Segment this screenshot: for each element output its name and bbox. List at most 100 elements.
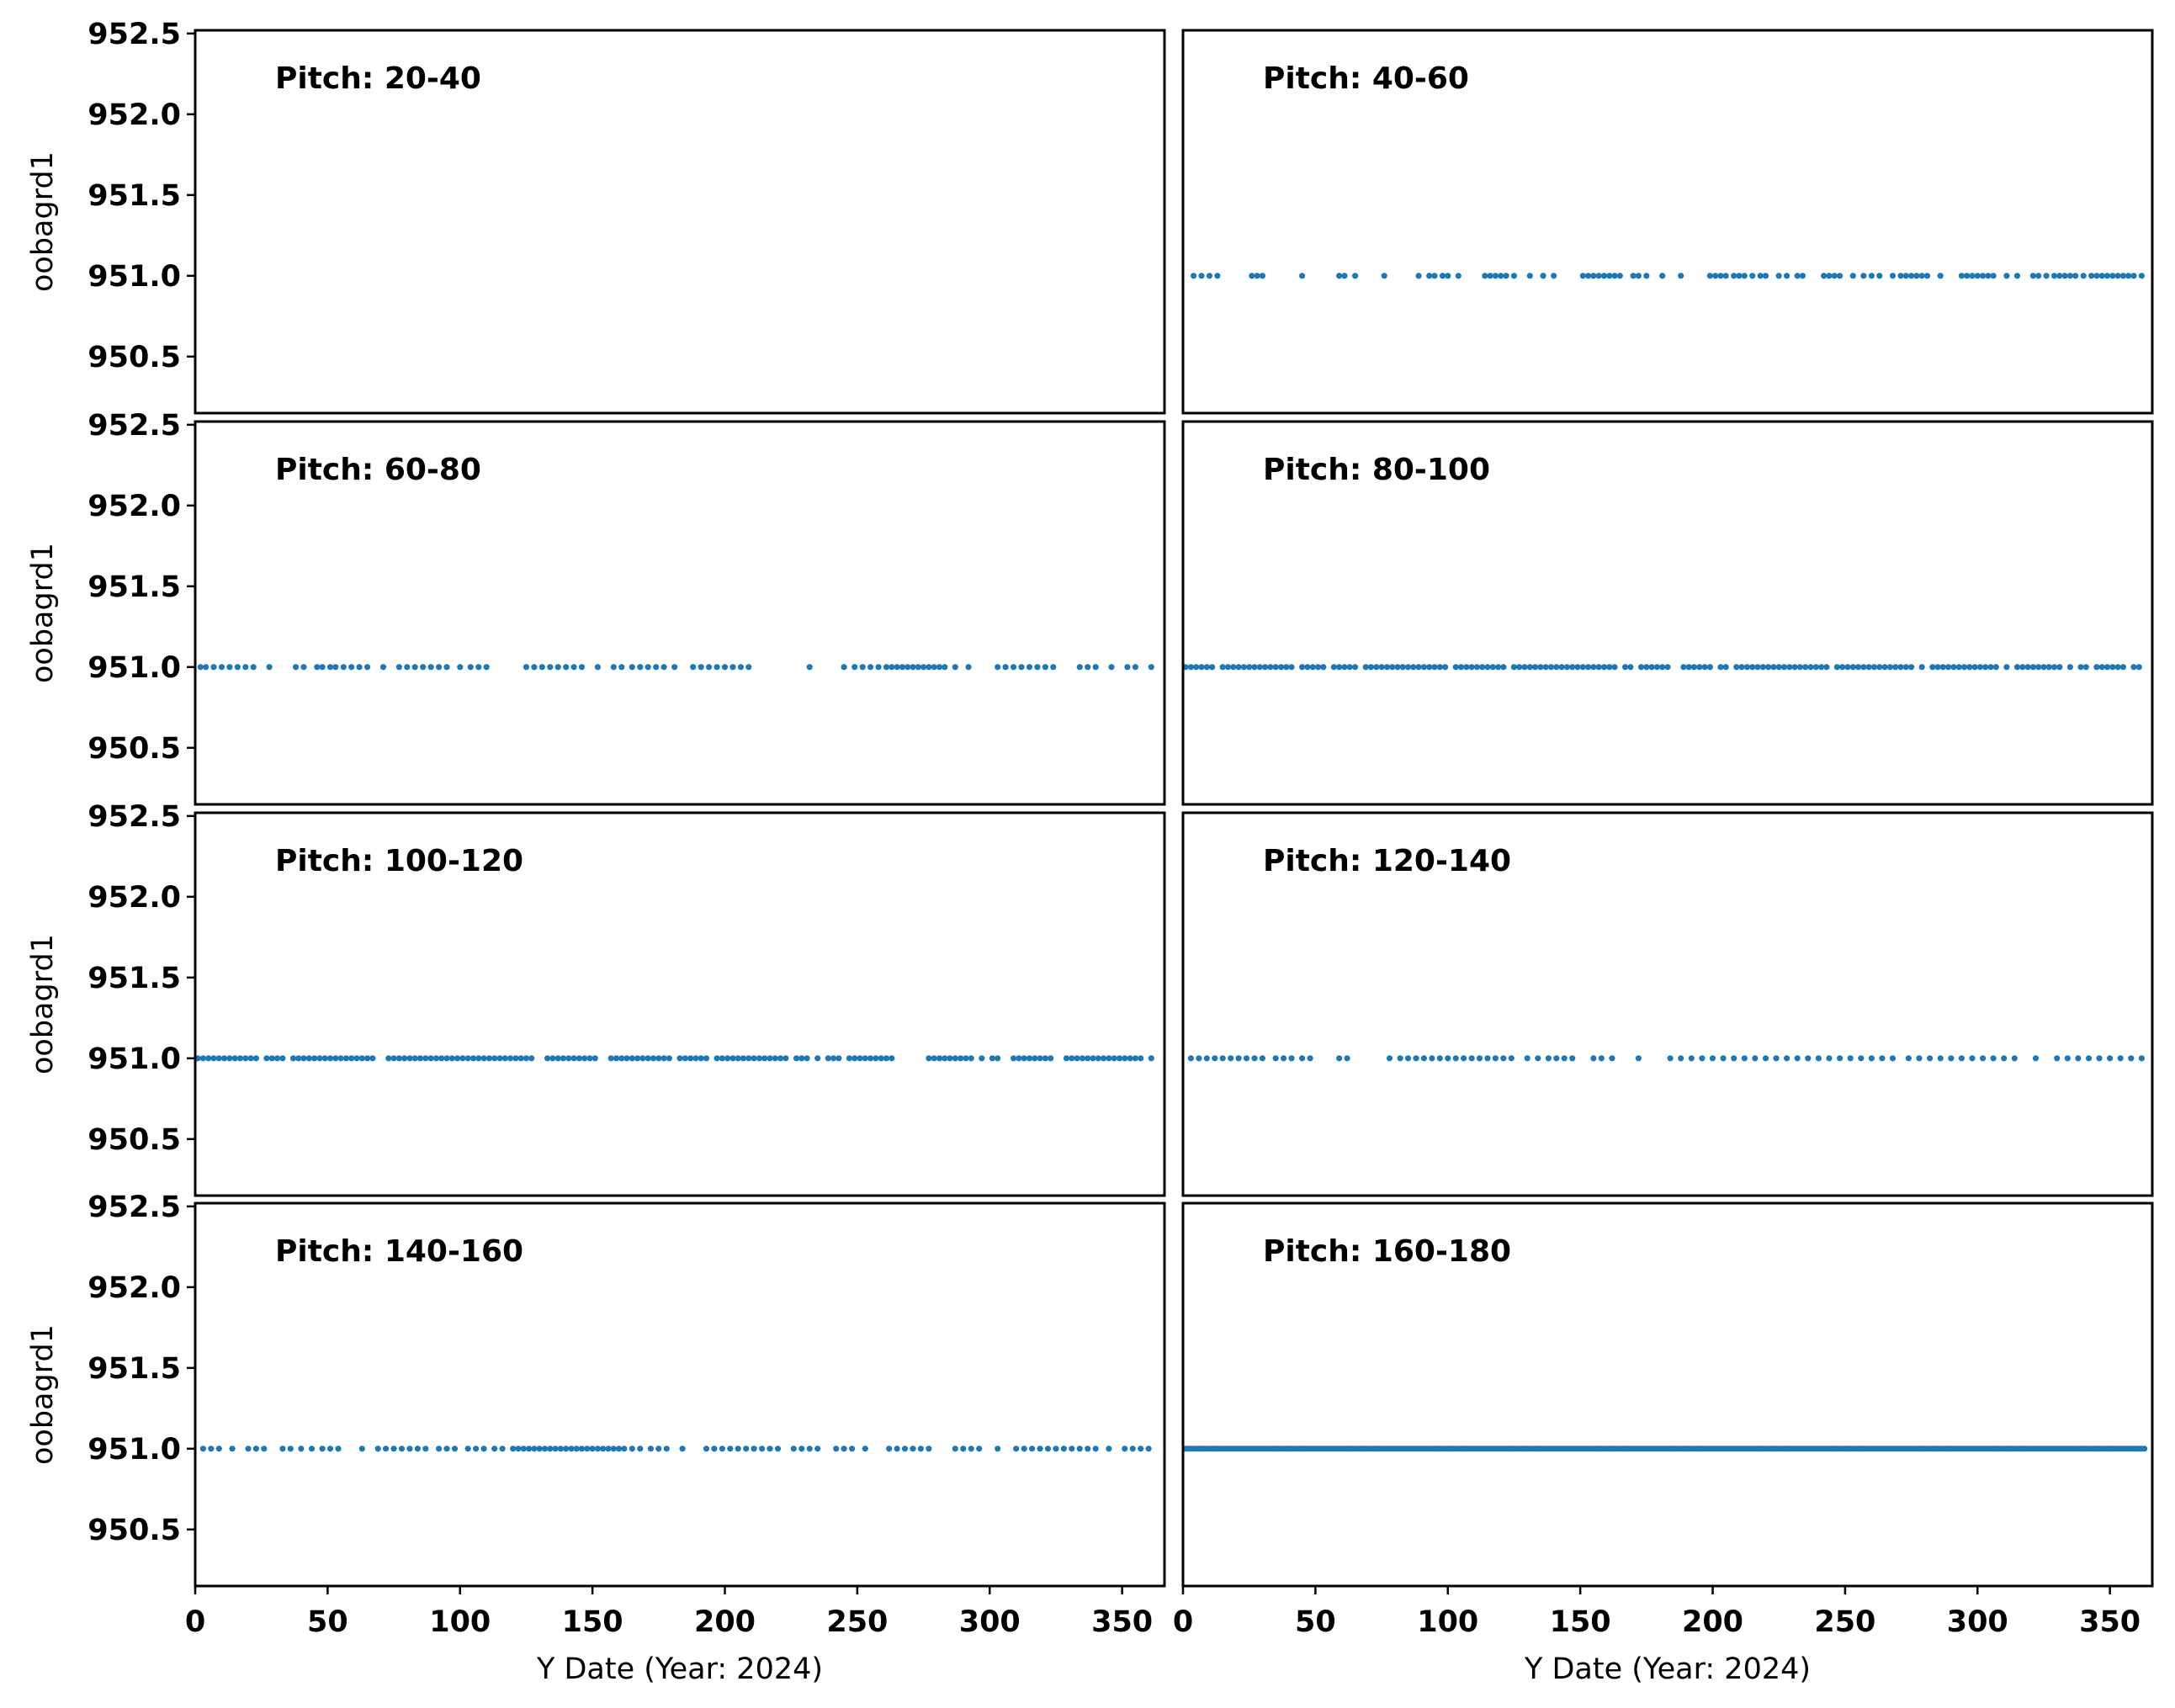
data-point xyxy=(1678,273,1684,279)
data-point xyxy=(883,1055,890,1062)
data-point xyxy=(1886,664,1893,671)
data-point xyxy=(1902,664,1909,671)
data-point xyxy=(1132,664,1138,671)
panel-frame xyxy=(1181,420,2154,806)
data-point xyxy=(1198,273,1205,279)
data-point xyxy=(1722,273,1729,279)
data-point xyxy=(1918,273,1925,279)
data-point xyxy=(2130,664,2137,671)
data-point xyxy=(1095,1055,1101,1062)
data-point xyxy=(1706,664,1713,671)
data-point xyxy=(1415,664,1422,671)
data-point xyxy=(1913,273,1920,279)
data-point xyxy=(464,1445,471,1452)
data-point xyxy=(2138,273,2145,279)
data-point xyxy=(761,1055,768,1062)
data-point xyxy=(942,1055,948,1062)
data-point xyxy=(507,1055,514,1062)
data-point xyxy=(2029,664,2036,671)
data-point xyxy=(793,1055,800,1062)
data-point xyxy=(528,1055,535,1062)
data-point xyxy=(2141,1445,2148,1452)
panel-3: Pitch: 60-80 950.5 951.0 951.5 952.0 952.5 xyxy=(88,409,1166,806)
data-point xyxy=(326,664,334,671)
data-point xyxy=(326,1055,334,1062)
data-point xyxy=(1457,664,1465,671)
data-point xyxy=(226,664,233,671)
data-point xyxy=(901,1445,909,1452)
data-point xyxy=(1193,664,1200,671)
data-point xyxy=(496,1055,503,1062)
data-point xyxy=(1823,664,1830,671)
data-point xyxy=(1738,664,1745,671)
data-point xyxy=(963,1055,969,1062)
data-point xyxy=(1510,273,1517,279)
data-point xyxy=(1960,664,1968,671)
data-point xyxy=(210,1055,217,1062)
data-point xyxy=(1468,1055,1475,1062)
data-point xyxy=(1138,1445,1144,1452)
data-point xyxy=(1410,664,1417,671)
data-point xyxy=(398,1445,406,1452)
y-tick-label: 952.0 xyxy=(88,490,181,523)
data-point xyxy=(1561,1055,1568,1062)
data-point xyxy=(1219,664,1226,671)
data-point xyxy=(772,1055,778,1062)
data-point xyxy=(1563,664,1570,671)
data-point xyxy=(1069,1055,1075,1062)
data-point xyxy=(995,664,1001,671)
data-point xyxy=(1362,664,1369,671)
data-point xyxy=(2013,273,2021,279)
data-point xyxy=(2130,273,2137,279)
data-point xyxy=(467,664,474,671)
data-point xyxy=(910,1445,916,1452)
data-point xyxy=(774,1445,782,1452)
data-point xyxy=(1330,664,1337,671)
data-point xyxy=(1288,1055,1295,1062)
x-tick-label: 100 xyxy=(1417,1605,1478,1639)
data-point xyxy=(1627,664,1634,671)
data-point xyxy=(1762,1055,1769,1062)
data-point xyxy=(1129,1445,1136,1452)
x-tick-label: 250 xyxy=(826,1605,888,1639)
data-point xyxy=(491,1055,498,1062)
y-tick-label: 952.0 xyxy=(88,881,181,915)
data-point xyxy=(1299,1055,1306,1062)
data-point xyxy=(1966,664,1973,671)
data-point xyxy=(1542,664,1549,671)
panel-frame xyxy=(1181,811,2154,1197)
data-point xyxy=(573,1445,580,1452)
data-point xyxy=(1969,273,1976,279)
data-point xyxy=(1053,1445,1059,1452)
data-point xyxy=(2072,273,2079,279)
data-point xyxy=(358,1055,365,1062)
data-point xyxy=(1336,1055,1343,1062)
data-point xyxy=(374,1445,381,1452)
data-point xyxy=(1653,664,1660,671)
data-point xyxy=(1955,664,1962,671)
data-point xyxy=(1980,1055,1987,1062)
data-point xyxy=(523,664,530,671)
data-point xyxy=(1844,664,1851,671)
data-point xyxy=(729,1055,736,1062)
data-point xyxy=(427,1055,434,1062)
data-point xyxy=(436,1445,443,1452)
data-point xyxy=(422,1055,429,1062)
data-point xyxy=(1598,1055,1605,1062)
data-point xyxy=(979,1055,985,1062)
data-point xyxy=(1272,1055,1279,1062)
data-point xyxy=(383,1445,390,1452)
data-point xyxy=(578,664,586,671)
data-point xyxy=(1743,664,1750,671)
data-point xyxy=(279,1445,286,1452)
data-point xyxy=(846,1055,853,1062)
data-point xyxy=(531,1445,538,1452)
data-point xyxy=(1897,273,1904,279)
data-point xyxy=(319,1445,326,1452)
data-point xyxy=(745,664,752,671)
data-point xyxy=(364,1055,371,1062)
x-tick-label: 0 xyxy=(185,1605,205,1639)
data-point xyxy=(261,1445,268,1452)
data-point xyxy=(1436,1055,1443,1062)
data-point xyxy=(1032,1055,1038,1062)
